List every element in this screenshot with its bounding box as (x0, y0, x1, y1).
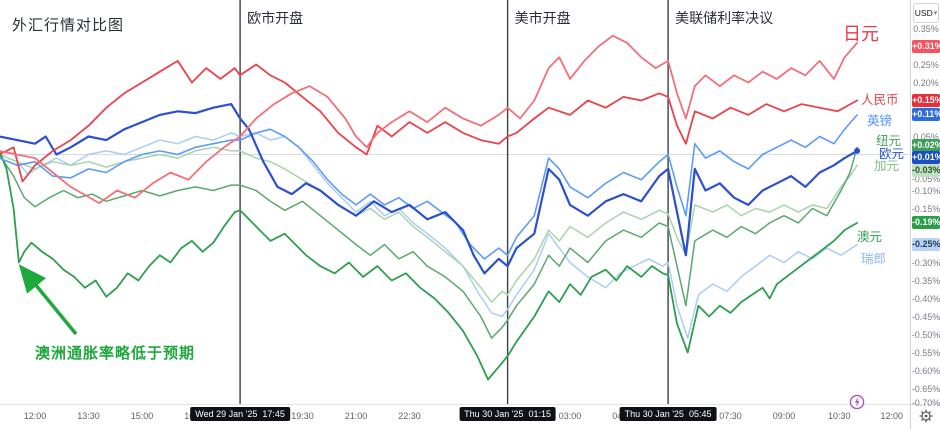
last-price-badge-chf: -0.25% (912, 238, 940, 251)
time-tick-label: 21:00 (344, 411, 368, 421)
time-axis[interactable]: 12:0013:3015:0016:3019:3021:0022:303003:… (0, 404, 940, 430)
session-time-badge: Wed 29 Jan '25 17:45 (190, 407, 290, 421)
last-price-badge-eur: +0.01% (912, 151, 940, 165)
price-tick-label: -0.50% (911, 329, 940, 340)
event-label: 欧市开盘 (247, 10, 304, 26)
event-label: 美联储利率决议 (675, 10, 774, 26)
last-price-badge-jpy: +0.31% (912, 40, 940, 54)
price-axis[interactable]: USD ▾ 0.35% 0.25% 0.20% 0.05% -0.05% -0.10% -0… (910, 0, 940, 430)
series-label-nzd: 纽元 (876, 134, 902, 148)
price-tick-label: -0.35% (911, 275, 940, 286)
series-label-cny: 人民币 (861, 93, 899, 107)
settings-gear-icon[interactable] (919, 409, 933, 423)
series-line-nzd (0, 146, 858, 339)
series-label-cad: 加元 (874, 159, 900, 173)
price-tick-label: -0.55% (911, 347, 940, 358)
series-line-jpy (0, 34, 858, 205)
price-tick-label: 0.35% (913, 23, 939, 34)
price-tick-label: -0.10% (911, 185, 940, 196)
price-tick-label: -0.65% (911, 383, 940, 394)
time-tick-label: 22:30 (398, 411, 421, 421)
annotation-text: 澳洲通胀率略低于预期 (35, 345, 196, 362)
series-label-jpy: 日元 (843, 24, 879, 44)
last-price-badge-cad: -0.03% (912, 163, 940, 177)
series-label-aud: 澳元 (857, 230, 883, 244)
session-time-badge: Thu 30 Jan '25 05:45 (619, 407, 717, 421)
price-tick-label: 0.05% (913, 131, 939, 142)
last-price-dot (854, 147, 861, 154)
chart-plot-area[interactable] (0, 0, 910, 404)
time-tick-label: 13:30 (77, 411, 100, 421)
price-tick-label: -0.60% (911, 365, 940, 376)
price-tick-label: -0.15% (911, 203, 940, 214)
annotation-arrow (18, 264, 78, 336)
last-price-badge-gbp: +0.11% (912, 108, 940, 122)
session-time-badge: Thu 30 Jan '25 01:15 (459, 407, 556, 421)
series-line-cny (0, 60, 858, 183)
series-label-gbp: 英镑 (867, 114, 893, 128)
series-line-eur (0, 102, 859, 275)
series-line-cad (0, 146, 858, 303)
chevron-down-icon: ▾ (933, 10, 938, 17)
time-tick-label: 07:30 (719, 411, 742, 421)
price-tick-label: -0.70% (911, 397, 940, 408)
time-tick-label: 03:00 (558, 411, 582, 421)
price-tick-label: 0.25% (913, 59, 939, 70)
last-price-badge-aud: -0.19% (912, 216, 940, 230)
price-tick-label: -0.30% (911, 257, 940, 268)
time-tick-label: 12:00 (880, 411, 903, 421)
series-label-chf: 瑞郎 (861, 252, 887, 266)
time-tick-label: 12:00 (23, 411, 47, 421)
price-tick-label: 0.20% (913, 77, 939, 88)
event-label: 美市开盘 (514, 10, 571, 26)
series-line-gbp (0, 114, 858, 260)
chart-title: 外汇行情对比图 (12, 17, 125, 34)
series-line-aud (0, 150, 858, 381)
flash-order-icon[interactable] (849, 394, 865, 410)
currency-dropdown[interactable]: USD ▾ (913, 3, 939, 23)
time-tick-label: 19:30 (291, 411, 314, 421)
time-tick-label: 09:00 (772, 411, 796, 421)
time-tick-label: 10:30 (828, 411, 851, 421)
price-tick-label: -0.05% (911, 173, 940, 184)
last-price-badge-nzd: +0.02% (912, 138, 940, 152)
price-tick-label: -0.40% (911, 293, 940, 304)
time-tick-label: 15:00 (130, 411, 154, 421)
price-tick-label: -0.45% (911, 311, 940, 322)
currency-dropdown-label: USD (914, 8, 933, 18)
series-label-eur: 欧元 (879, 147, 905, 161)
last-price-badge-cny: +0.15% (912, 94, 940, 107)
